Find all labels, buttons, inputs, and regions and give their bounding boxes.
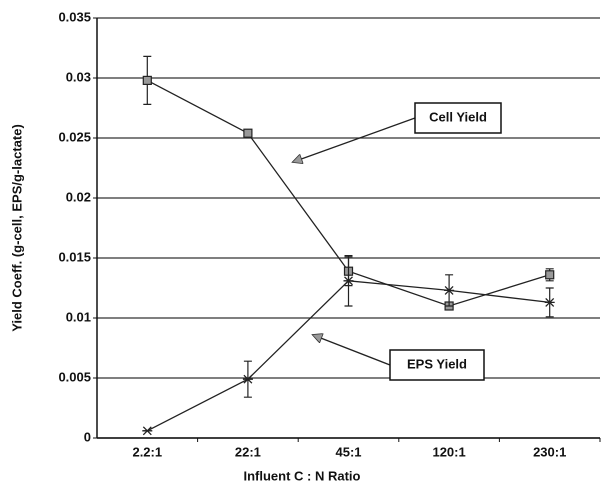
annotation-arrow (293, 117, 416, 162)
x-axis-label: Influent C : N Ratio (244, 468, 361, 483)
marker (142, 426, 153, 436)
marker (444, 285, 455, 295)
y-tick-label: 0.025 (58, 129, 91, 144)
y-tick-label: 0.02 (66, 189, 91, 204)
annotation-label: Cell Yield (429, 109, 487, 124)
marker (242, 374, 253, 384)
y-tick-label: 0 (84, 429, 91, 444)
annotation-box (414, 102, 502, 134)
marker (142, 75, 152, 86)
x-tick-label: 120:1 (432, 444, 465, 459)
y-tick-label: 0.03 (66, 69, 91, 84)
marker (544, 297, 555, 307)
marker (545, 270, 555, 280)
annotation-box (389, 349, 485, 381)
annotation-arrow (313, 335, 391, 366)
y-tick-label: 0.01 (66, 309, 91, 324)
x-tick-label: 2.2:1 (132, 444, 162, 459)
x-tick-label: 230:1 (533, 444, 566, 459)
marker (243, 128, 253, 138)
x-tick-label: 22:1 (235, 444, 261, 459)
y-tick-label: 0.015 (58, 249, 91, 264)
annotation-label: EPS Yield (407, 356, 467, 371)
y-tick-label: 0.005 (58, 369, 91, 384)
y-axis-label: Yield Coeff. (g-cell, EPS/g-lactate) (9, 124, 24, 332)
x-tick-label: 45:1 (335, 444, 361, 459)
marker (343, 276, 354, 286)
y-tick-label: 0.035 (58, 9, 91, 24)
